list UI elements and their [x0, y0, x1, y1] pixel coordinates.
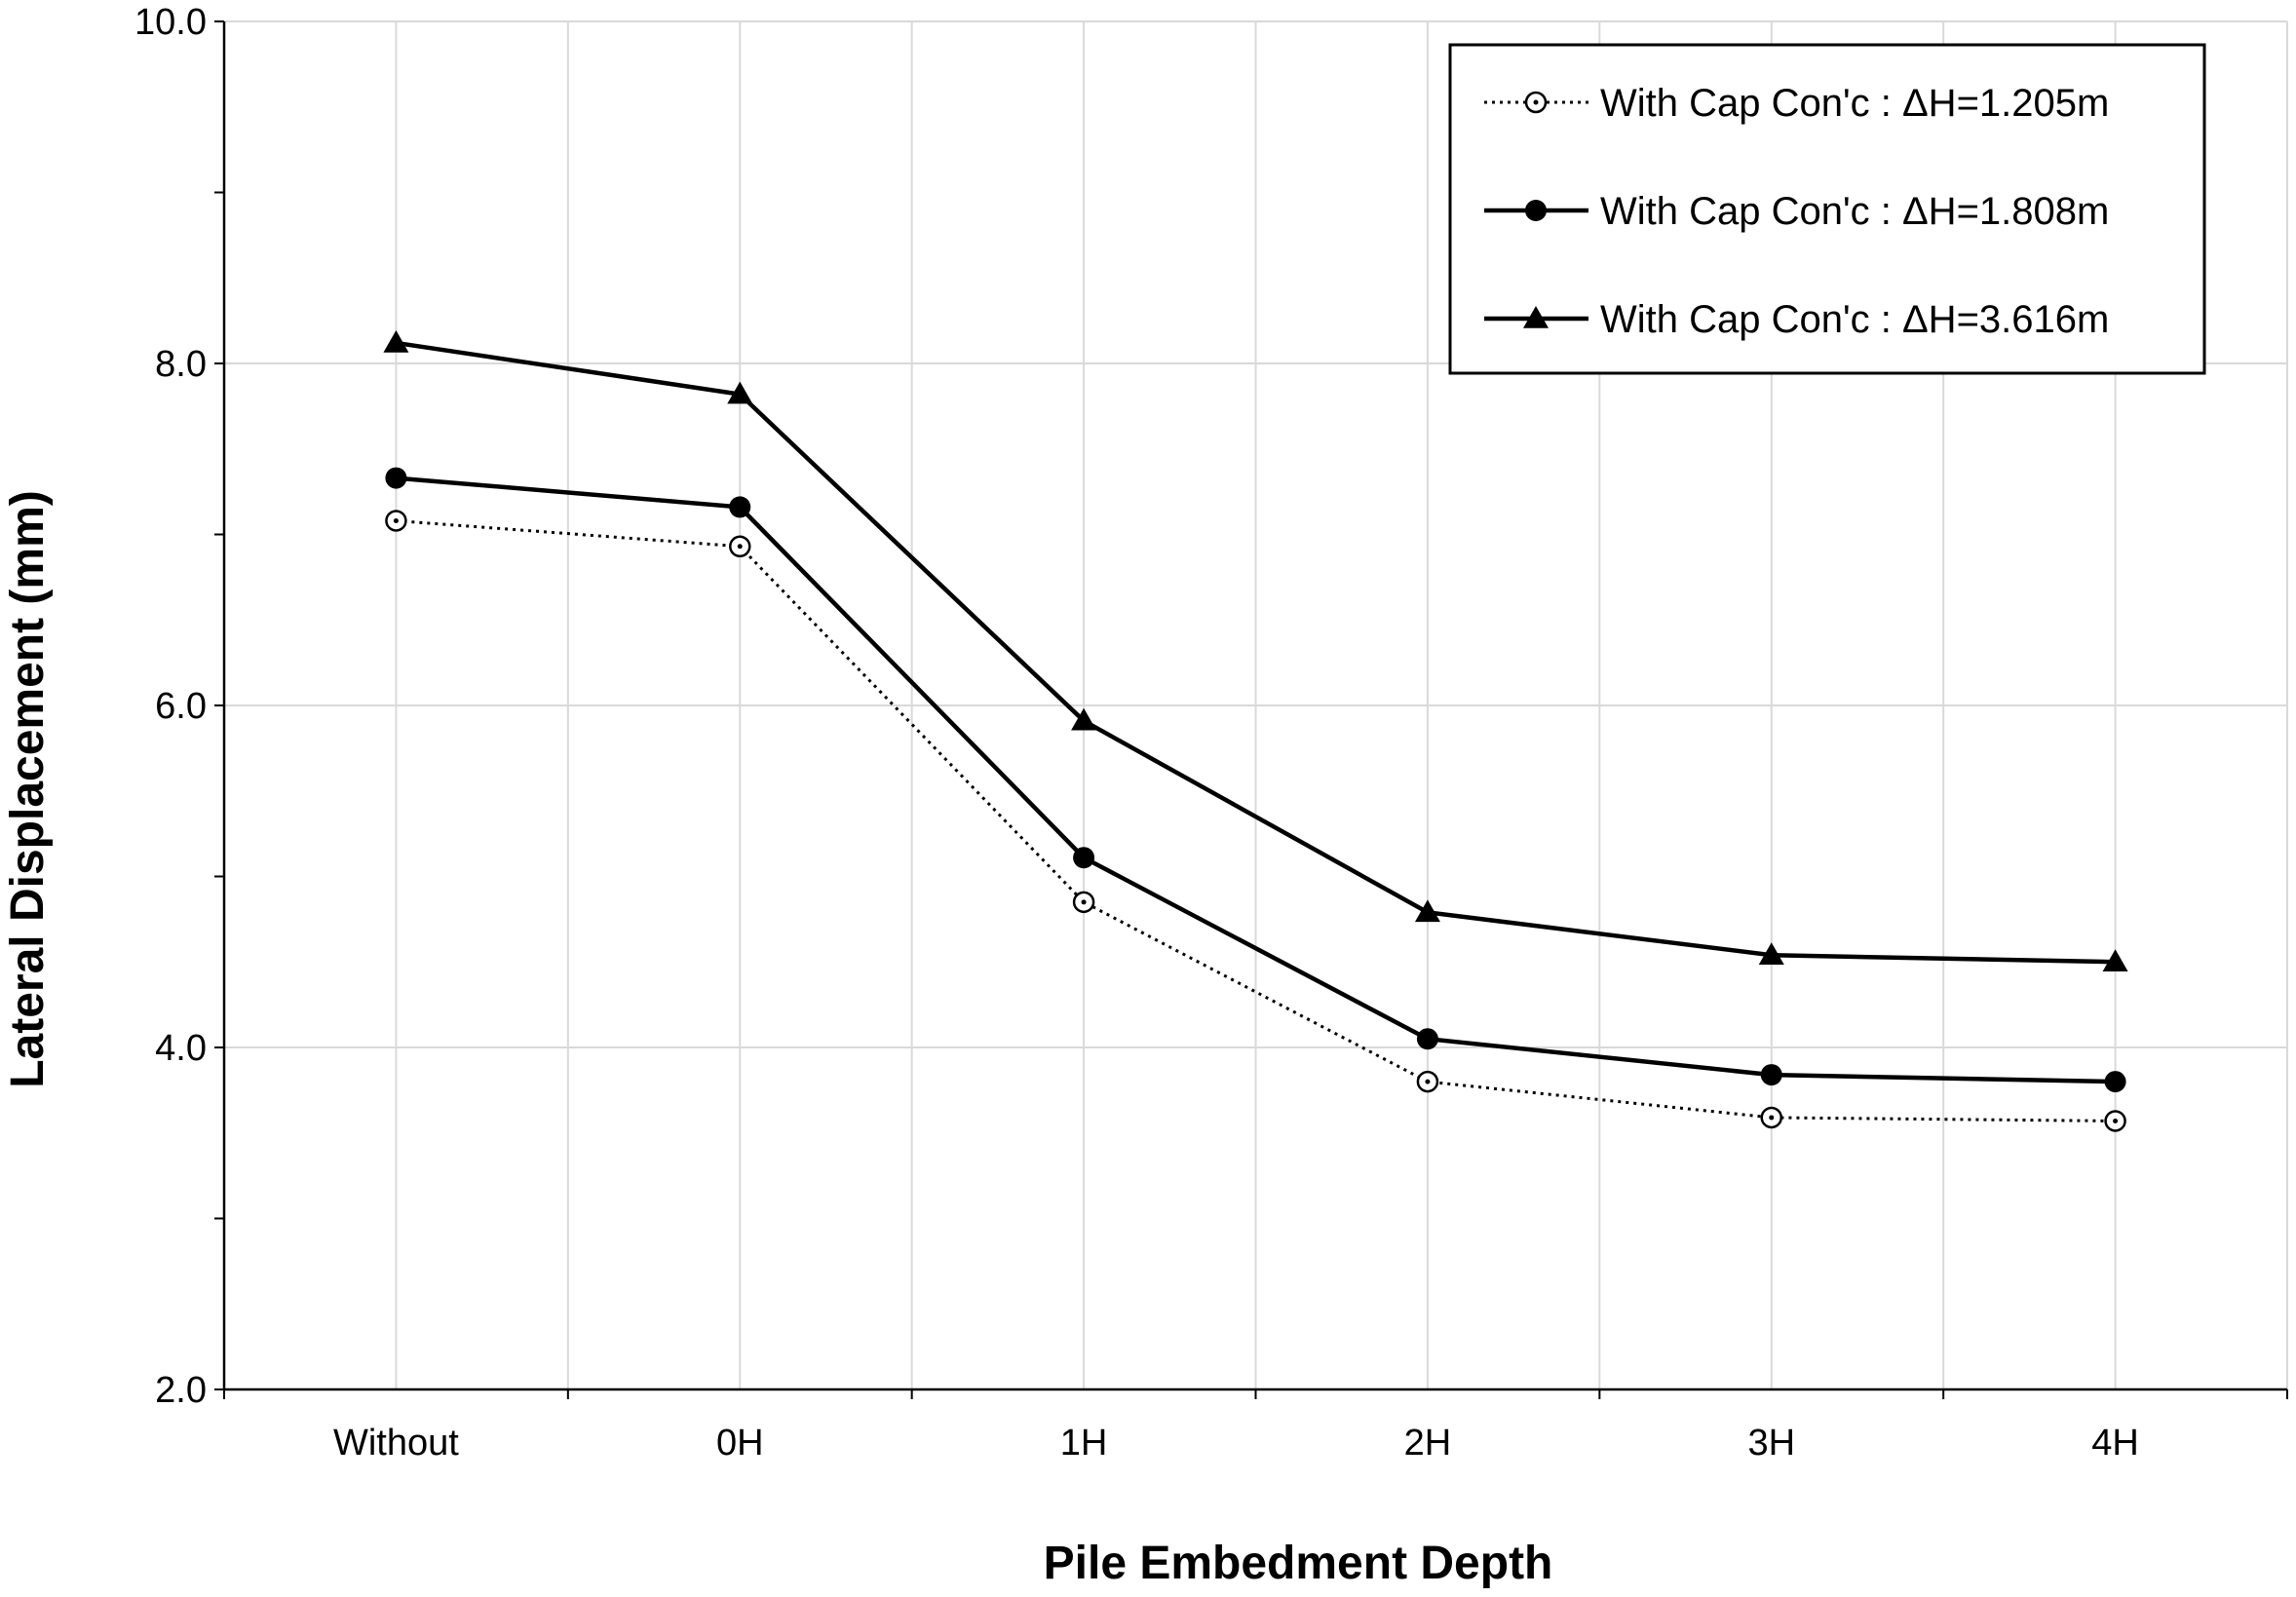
- marker-center-dot: [2113, 1118, 2119, 1123]
- marker-filled-circle: [1760, 1064, 1782, 1086]
- x-axis-title: Pile Embedment Depth: [1044, 1538, 1553, 1589]
- legend-item: With Cap Con'c : ΔH=3.616m: [1484, 298, 2109, 341]
- x-tick-label: 3H: [1747, 1423, 1795, 1464]
- legend-item: With Cap Con'c : ΔH=1.205m: [1484, 82, 2109, 125]
- marker-filled-triangle: [1071, 707, 1097, 731]
- y-tick-label: 4.0: [155, 1028, 207, 1069]
- series-3: [383, 329, 2128, 971]
- y-tick-label: 6.0: [155, 686, 207, 727]
- series-1: [385, 510, 2126, 1132]
- axes: [214, 20, 2288, 1399]
- marker-filled-circle: [2104, 1071, 2126, 1093]
- series-line: [396, 475, 2116, 1084]
- marker-filled-triangle: [2102, 949, 2128, 971]
- legend-label: With Cap Con'c : ΔH=1.205m: [1600, 82, 2109, 125]
- legend-label: With Cap Con'c : ΔH=3.616m: [1600, 298, 2109, 341]
- x-tick-label: 2H: [1404, 1423, 1452, 1464]
- tick-labels: 2.0 4.0 6.0 8.0 10.0 Without 0H 1H 2H 3H 4H: [134, 2, 2139, 1464]
- legend-item: With Cap Con'c : ΔH=1.808m: [1484, 190, 2109, 233]
- series-line: [396, 518, 2116, 1122]
- legend: With Cap Con'c : ΔH=1.205m With Cap Con'c…: [1448, 43, 2206, 375]
- x-tick-label: 0H: [716, 1423, 764, 1464]
- marker-filled-circle: [729, 496, 751, 518]
- x-tick-label: Without: [333, 1423, 459, 1464]
- marker-filled-triangle: [1758, 942, 1784, 965]
- y-tick-label: 10.0: [134, 2, 207, 43]
- marker-center-dot: [393, 517, 399, 523]
- y-tick-label: 2.0: [155, 1370, 207, 1411]
- series-line: [396, 340, 2116, 965]
- marker-center-dot: [1769, 1115, 1775, 1121]
- marker-filled-triangle: [383, 329, 409, 353]
- marker-filled-triangle: [727, 381, 753, 404]
- marker-center-dot: [1533, 99, 1539, 105]
- marker-filled-circle: [385, 467, 407, 489]
- legend-label: With Cap Con'c : ΔH=1.808m: [1600, 190, 2109, 233]
- marker-filled-circle: [1073, 847, 1095, 869]
- y-axis-title: Lateral Displacement (mm): [2, 490, 54, 1088]
- marker-filled-circle: [1416, 1028, 1438, 1050]
- marker-center-dot: [737, 544, 743, 550]
- marker-filled-triangle: [1414, 899, 1440, 923]
- series: [383, 329, 2128, 1132]
- y-tick-label: 8.0: [155, 344, 207, 385]
- marker-center-dot: [1081, 899, 1087, 905]
- series-2: [385, 467, 2126, 1093]
- x-tick-label: 4H: [2091, 1423, 2139, 1464]
- marker-center-dot: [1425, 1079, 1431, 1084]
- marker-filled-circle: [1525, 200, 1547, 221]
- x-tick-label: 1H: [1060, 1423, 1108, 1464]
- marker-filled-triangle: [1523, 306, 1549, 328]
